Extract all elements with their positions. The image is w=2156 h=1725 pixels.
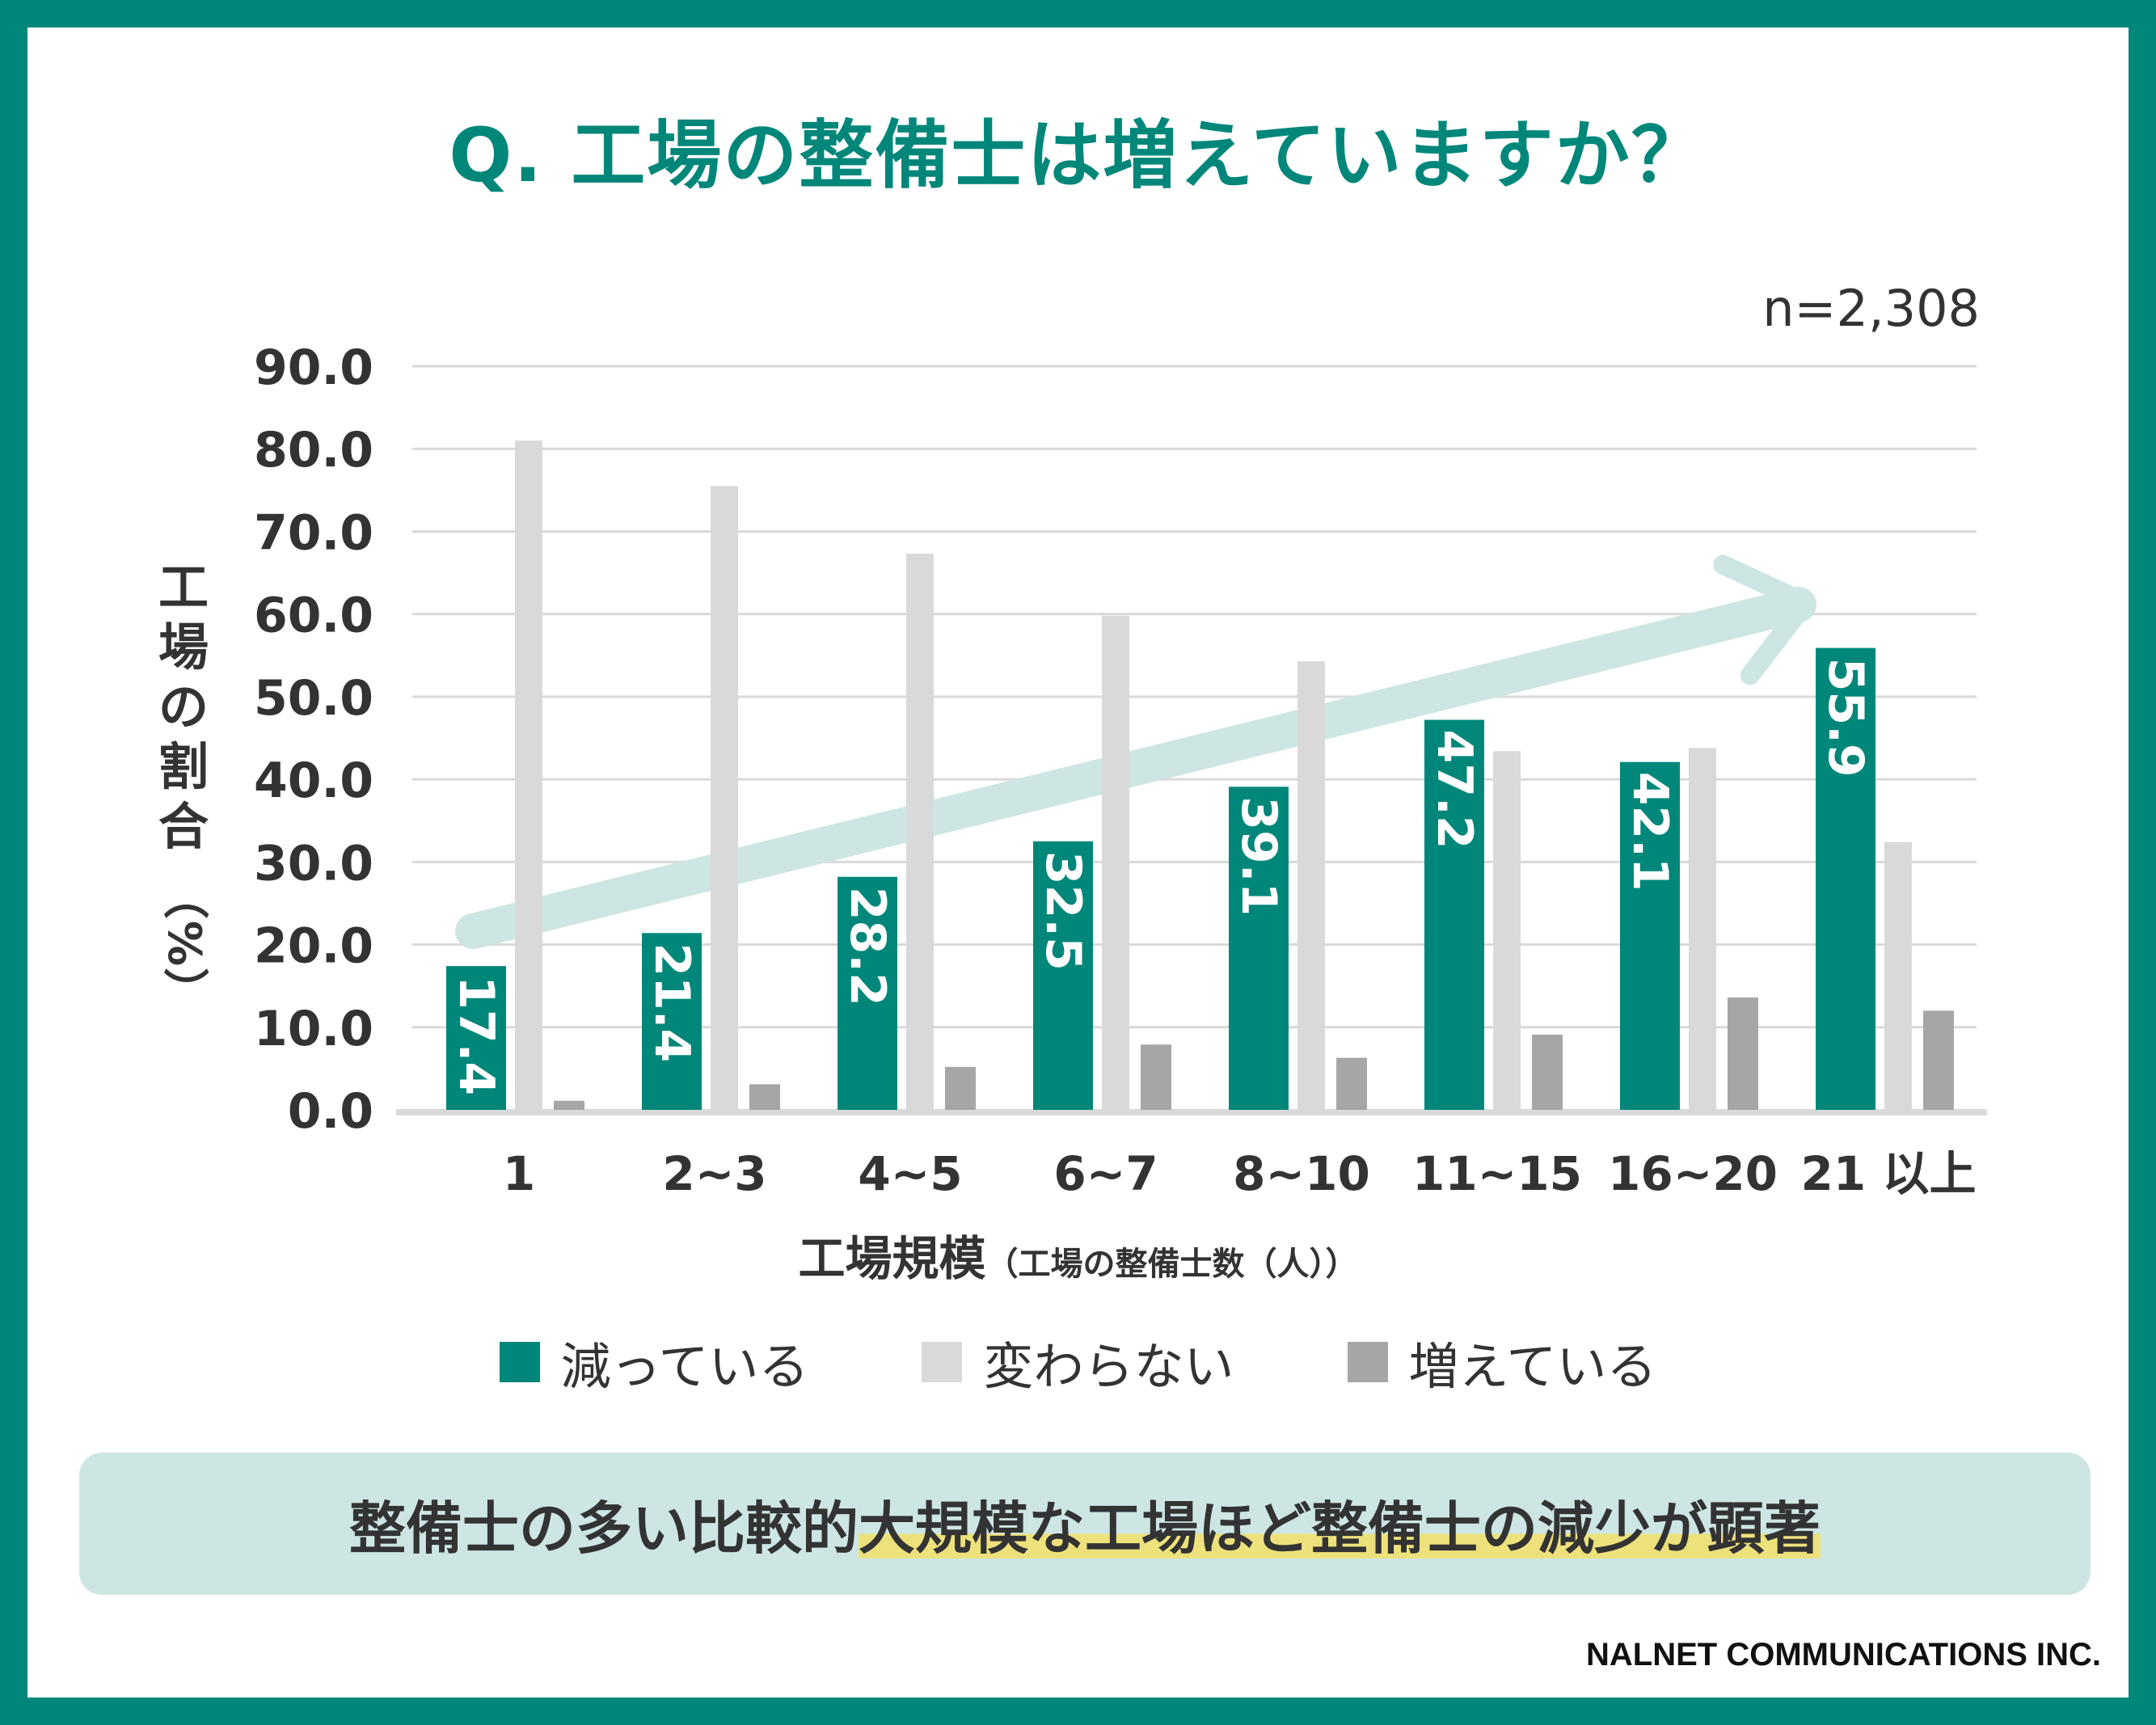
y-axis-title-char: 場 [158, 618, 209, 677]
y-tick-label: 30.0 [254, 835, 373, 892]
bar-decrease [838, 876, 897, 1110]
legend-label-increase: 増えている [1408, 1337, 1657, 1396]
legend-swatch-decrease [499, 1342, 540, 1382]
legend-label-no-change: 変わらない [983, 1337, 1234, 1396]
summary-highlight: 大規模な工場ほど整備士の減少が顕著 [859, 1482, 1821, 1565]
y-tick-label: 90.0 [254, 340, 373, 396]
bar-no-change [1689, 748, 1716, 1110]
x-tick-label: 8~10 [1233, 1146, 1370, 1201]
sample-size: n=2,308 [1762, 279, 1980, 338]
y-tick-label: 40.0 [254, 753, 373, 809]
x-tick-label: 11~15 [1412, 1146, 1582, 1201]
bar-decrease [1033, 841, 1093, 1110]
summary-text: 整備士の多い比較的 大規模な工場ほど整備士の減少が顕著 [79, 1453, 2091, 1595]
y-tick-label: 60.0 [254, 588, 373, 644]
y-axis-title-char: 合 [158, 797, 209, 856]
x-axis-title-main: 工場規模 [798, 1231, 986, 1286]
bar-value-label: 42.1 [1622, 772, 1678, 892]
bar-increase [554, 1100, 584, 1110]
y-tick-label: 10.0 [254, 1001, 373, 1057]
x-tick-label: 21 以上 [1801, 1146, 1977, 1201]
bar-decrease [446, 966, 506, 1110]
summary-prefix: 整備士の多い比較的 [349, 1495, 859, 1562]
bar-no-change [1493, 751, 1521, 1110]
bar-no-change [1884, 841, 1912, 1110]
bar-increase [945, 1066, 976, 1110]
bar-increase [1336, 1057, 1367, 1110]
x-axis-title: 工場規模（工場の整備士数（人）） [0, 1221, 2156, 1288]
x-tick-label: 4~5 [858, 1146, 962, 1201]
y-axis-title-char: 割 [158, 737, 209, 796]
legend-swatch-increase [1347, 1342, 1388, 1382]
x-tick-label: 6~7 [1053, 1146, 1158, 1201]
bar-no-change [1297, 660, 1325, 1110]
y-tick-label: 50.0 [254, 670, 373, 727]
bar-decrease [1229, 787, 1289, 1110]
bar-increase [1141, 1044, 1171, 1110]
legend-item-no-change: 変わらない [922, 1326, 1234, 1398]
y-tick-label: 20.0 [254, 918, 373, 975]
bar-no-change [906, 554, 934, 1110]
bar-value-label: 55.9 [1817, 658, 1874, 778]
bar-no-change [1102, 615, 1129, 1110]
legend-swatch-no-change [922, 1342, 963, 1382]
bar-decrease [642, 933, 702, 1110]
y-tick-label: 0.0 [288, 1083, 373, 1140]
summary-box: 整備士の多い比較的 大規模な工場ほど整備士の減少が顕著 [79, 1453, 2091, 1595]
x-tick-label: 2~3 [662, 1146, 766, 1201]
bar-value-label: 21.4 [643, 943, 700, 1062]
legend: 減っている 変わらない 増えている [0, 1326, 2156, 1398]
x-axis-title-sub: （工場の整備士数（人）） [985, 1246, 1358, 1283]
bar-decrease [1816, 647, 1875, 1110]
bar-value-label: 28.2 [839, 887, 896, 1006]
y-tick-label: 80.0 [254, 422, 373, 479]
bar-no-change [711, 486, 738, 1110]
chart-title: Q. 工場の整備士は増えていますか？ [449, 112, 1707, 199]
x-tick-label: 1 [503, 1146, 535, 1201]
bar-increase [1923, 1010, 1954, 1110]
bar-value-label: 39.1 [1230, 796, 1287, 916]
y-axis-title: 工場の割合 [147, 558, 220, 857]
y-tick-label: 70.0 [254, 504, 373, 561]
bar-value-label: 47.2 [1426, 730, 1483, 850]
bar-value-label: 32.5 [1035, 851, 1091, 971]
legend-label-decrease: 減っている [560, 1337, 809, 1396]
legend-item-decrease: 減っている [499, 1326, 809, 1398]
legend-item-increase: 増えている [1347, 1326, 1657, 1398]
bar-increase [749, 1084, 780, 1110]
y-axis-title-char: の [158, 677, 209, 736]
bar-increase [1532, 1034, 1563, 1110]
bar-decrease [1424, 719, 1484, 1110]
bar-chart: 0.010.020.030.040.050.060.070.080.090.0 … [254, 340, 1987, 1201]
bar-no-change [515, 441, 542, 1110]
credit-text: NALNET COMMUNICATIONS INC. [1586, 1637, 2101, 1672]
trend-arrow [455, 555, 1816, 949]
bar-increase [1728, 997, 1758, 1110]
bar-decrease [1620, 761, 1680, 1110]
bar-value-label: 17.4 [448, 976, 504, 1095]
y-axis-title-char: 工 [158, 558, 209, 617]
x-tick-label: 16~20 [1608, 1146, 1778, 1201]
